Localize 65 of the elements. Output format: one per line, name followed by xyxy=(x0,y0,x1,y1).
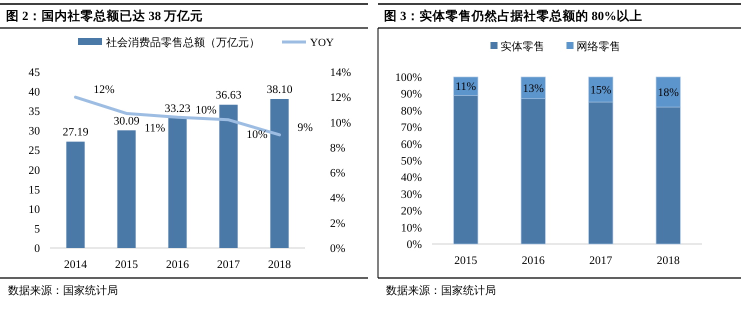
bar xyxy=(168,118,187,248)
legend-label: 社会消费品零售总额（万亿元） xyxy=(106,36,260,49)
x-tick-label: 2016 xyxy=(166,259,190,271)
data-label: 10% xyxy=(246,128,268,141)
y-tick-label: 50% xyxy=(400,156,422,168)
data-label: 11% xyxy=(144,122,166,134)
chart-title: 图 2：国内社零总额已达 38 万亿元 xyxy=(6,8,204,23)
x-tick-label: 2017 xyxy=(589,255,612,267)
y-tick-label: 90% xyxy=(400,88,422,101)
data-label: 15% xyxy=(590,84,612,97)
y-tick-label: 10 xyxy=(28,204,40,216)
data-label: 33.23 xyxy=(164,103,191,116)
y2-tick-label: 4% xyxy=(330,192,346,205)
y-tick-label: 0 xyxy=(34,243,40,255)
data-label: 36.63 xyxy=(216,90,242,102)
x-tick-label: 2016 xyxy=(522,255,545,267)
y-tick-label: 60% xyxy=(400,138,422,151)
data-label: 30.09 xyxy=(114,115,140,128)
legend-label: 实体零售 xyxy=(500,40,544,53)
y-tick-label: 80% xyxy=(400,105,422,118)
legend-label: YOY xyxy=(310,37,334,49)
y2-tick-label: 12% xyxy=(330,92,352,104)
y2-tick-label: 14% xyxy=(330,67,352,79)
y2-tick-label: 10% xyxy=(330,117,352,130)
y-tick-label: 25 xyxy=(28,145,40,158)
x-tick-label: 2018 xyxy=(268,259,292,271)
data-label: 38.10 xyxy=(266,84,293,96)
data-label: 10% xyxy=(196,104,217,116)
y-tick-label: 100% xyxy=(395,72,422,84)
bar xyxy=(117,130,136,248)
x-tick-label: 2014 xyxy=(64,259,88,271)
y-tick-label: 5 xyxy=(34,223,40,236)
y-tick-label: 30 xyxy=(28,126,40,138)
data-label: 13% xyxy=(522,82,544,95)
x-tick-label: 2015 xyxy=(115,259,138,271)
y-tick-label: 20 xyxy=(28,164,40,177)
bar xyxy=(66,142,85,248)
y-tick-label: 0% xyxy=(406,239,422,251)
x-tick-label: 2015 xyxy=(454,255,478,267)
y-tick-label: 20% xyxy=(400,206,422,218)
x-tick-label: 2017 xyxy=(217,259,240,271)
legend-label: 网络零售 xyxy=(576,41,620,53)
y-tick-label: 70% xyxy=(400,122,422,134)
y-tick-label: 45 xyxy=(28,67,40,79)
y-tick-label: 40 xyxy=(28,86,40,99)
y2-tick-label: 2% xyxy=(330,218,346,230)
data-label: 12% xyxy=(94,84,115,96)
data-label: 9% xyxy=(298,122,314,134)
y2-tick-label: 0% xyxy=(330,243,346,255)
y-tick-label: 30% xyxy=(400,188,422,201)
y-tick-label: 10% xyxy=(400,222,422,234)
data-label: 27.19 xyxy=(62,126,89,139)
y-tick-label: 40% xyxy=(400,172,422,184)
y2-tick-label: 6% xyxy=(330,168,346,180)
chart-title: 图 3：实体零售仍然占据社零总额的 80%以上 xyxy=(384,8,642,23)
y-tick-label: 35 xyxy=(28,106,40,118)
bar xyxy=(219,104,238,248)
x-tick-label: 2018 xyxy=(656,255,680,267)
y-tick-label: 15 xyxy=(28,184,40,196)
y2-tick-label: 8% xyxy=(330,142,346,154)
source-note: 数据来源：国家统计局 xyxy=(386,284,496,297)
bar xyxy=(270,98,289,248)
data-label: 18% xyxy=(658,87,680,100)
source-note: 数据来源：国家统计局 xyxy=(8,284,118,297)
data-label: 11% xyxy=(455,81,476,94)
